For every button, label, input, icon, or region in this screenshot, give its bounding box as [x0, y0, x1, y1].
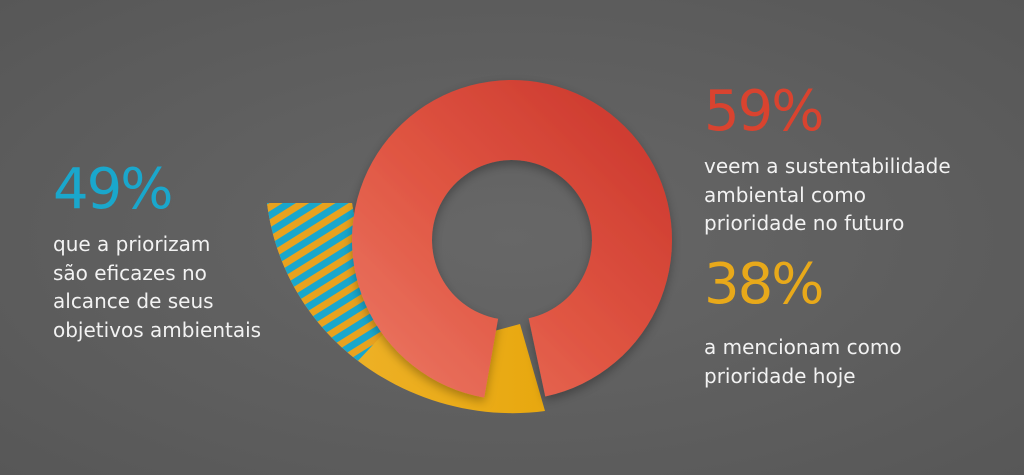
stat-effective: 49% que a priorizam são eficazes no alca… [53, 162, 261, 344]
chart-segment-59 [351, 80, 672, 398]
desc-line: prioridade no futuro [704, 211, 905, 235]
desc-line: veem a sustentabilidade [704, 154, 951, 178]
stat-future-priority: 59% veem a sustentabilidade ambiental co… [704, 84, 951, 238]
desc-line: objetivos ambientais [53, 317, 262, 342]
stat-percentage: 59% [704, 79, 824, 144]
desc-line: alcance de seus [53, 289, 214, 313]
stat-percentage: 38% [704, 252, 824, 317]
stat-description: veem a sustentabilidade ambiental como p… [704, 152, 951, 238]
desc-line: a mencionam como [704, 335, 902, 359]
desc-line: prioridade hoje [704, 363, 856, 388]
stat-percentage: 49% [53, 157, 173, 222]
desc-line: que a priorizam [53, 232, 211, 256]
desc-line: ambiental como [704, 182, 866, 207]
stat-description: a mencionam como prioridade hoje [704, 333, 902, 390]
stat-description: que a priorizam são eficazes no alcance … [53, 230, 261, 344]
desc-line: são eficazes no [53, 260, 207, 285]
stat-today-priority: 38% a mencionam como prioridade hoje [704, 257, 902, 390]
